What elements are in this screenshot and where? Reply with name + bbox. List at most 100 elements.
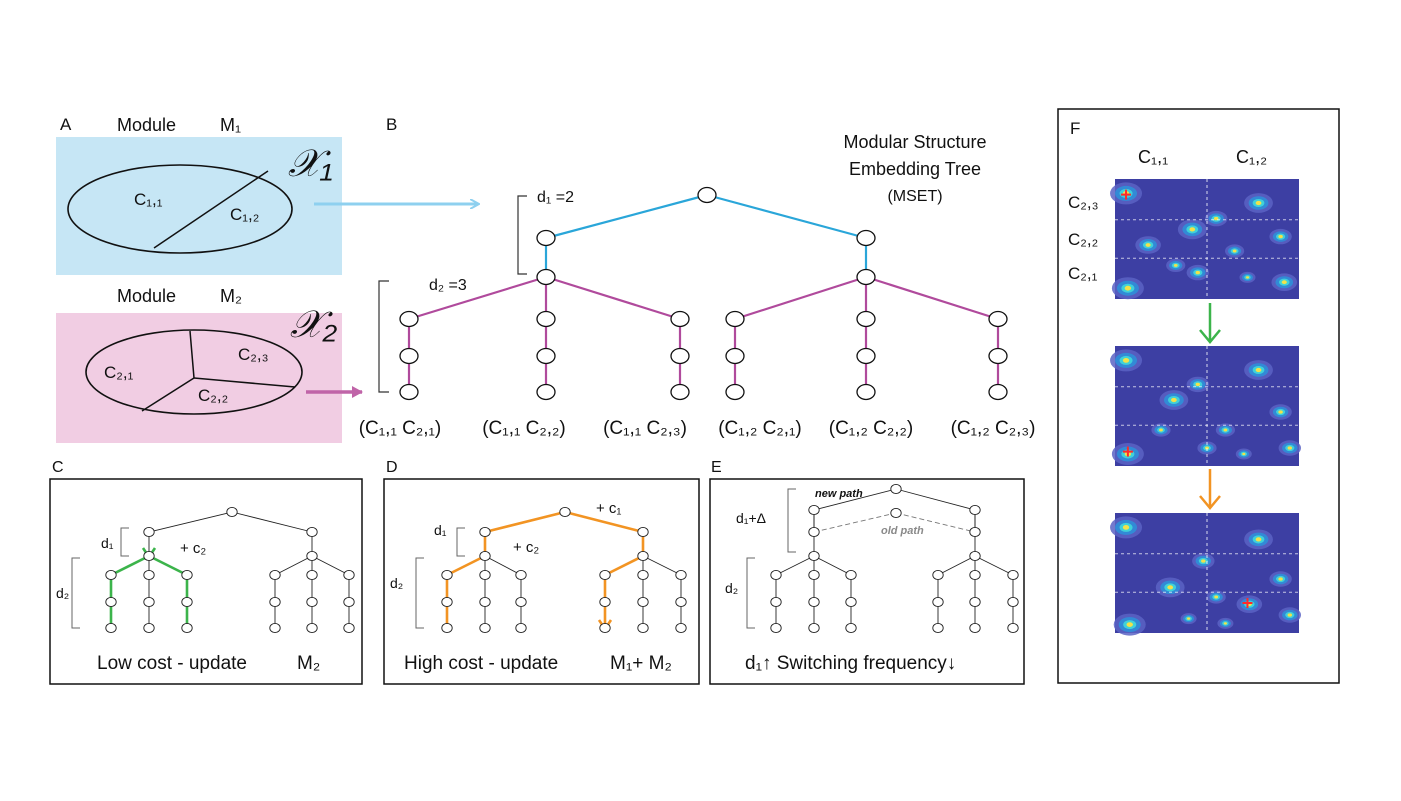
tree-node [845,622,857,634]
panel-b: B Modular Structure Embedding Tree (MSET… [359,115,1036,439]
tree-node [559,506,571,518]
panel-b-letter: B [386,115,397,134]
panel-d-cost1: + c₁ [596,500,622,517]
heatmap-blob [1287,446,1293,450]
heatmap [1110,513,1302,636]
tree-edge [642,555,682,576]
x1-symbol: 𝒳₁ [288,143,333,185]
old-path-edge [895,512,976,533]
mset-edge-m2 [545,275,681,321]
mset-node [536,383,556,401]
mset-node [856,310,876,328]
orange-arrowhead [1199,495,1221,510]
heatmap-blob [1223,622,1227,625]
tree-node [181,596,193,608]
tree-node [808,504,820,516]
mset-edge-m2 [408,275,547,321]
heatmap-blob [1214,595,1219,599]
row-label-c21: C₂,₁ [1068,264,1098,283]
leaf-label-4: (C₁,₂ C₂,₁) [718,418,802,439]
tree-edge [974,555,1014,576]
tree-node [479,622,491,634]
tree-node [808,526,820,538]
tree-node [845,596,857,608]
panel-c-box [49,478,363,685]
heatmap-blob [1245,276,1250,279]
heatmap-blob [1167,585,1174,590]
panel-c-d1-bracket [120,527,129,557]
tree-node [306,569,318,581]
mset-node [399,383,419,401]
d2-label: d₂ =3 [429,277,467,294]
tree-node [932,569,944,581]
tree-node [969,569,981,581]
heatmap-blob [1278,234,1283,239]
d2-bracket [378,280,389,393]
tree-edge [937,555,976,576]
c23-label: C₂,₃ [238,345,269,364]
heatmap-blob [1195,270,1201,275]
green-arrowhead [1199,329,1221,344]
tree-node [599,569,611,581]
panel-d-box [383,478,700,685]
mset-node [536,310,556,328]
tree-node [269,622,281,634]
mset-edge-m2 [865,275,999,321]
panel-d-cost2: + c₂ [513,539,539,556]
tree-node [1007,596,1019,608]
panel-d-d2-bracket [415,557,424,629]
heatmaps [1110,179,1302,636]
module2-ellipse [85,329,303,415]
panel-f: F C₁,₁ C₁,₂ C₂,₃ C₂,₂ C₂,₁ [1057,108,1340,684]
mset-title-line2: Embedding Tree [849,159,981,179]
tree-node [890,483,902,495]
mset-edge-m2 [734,275,867,321]
panel-d-letter: D [386,459,398,476]
heatmap-blob [1223,428,1228,432]
heatmap-blob [1281,280,1287,285]
tree-node [181,622,193,634]
mset-node [670,347,690,365]
tree-node [845,569,857,581]
heatmap-blob [1278,577,1283,581]
panel-d-caption: High cost - update [404,653,558,674]
heatmap-blob [1201,559,1206,563]
tree-node [441,622,453,634]
mset-node [988,310,1008,328]
panel-d-tree [441,506,687,634]
module1-divider [153,170,269,249]
panel-c-d2: d₂ [56,585,69,601]
tree-node [306,550,318,562]
tree-node [599,596,611,608]
tree-edge [274,555,313,576]
mset-node [856,347,876,365]
tree-node [479,526,491,538]
mset-node [856,383,876,401]
panel-f-letter: F [1070,119,1080,138]
tree-node [675,569,687,581]
mset-node [399,347,419,365]
tree-node [306,622,318,634]
tree-node [515,596,527,608]
panel-e-d1: d₁+Δ [736,510,766,526]
mset-node [536,229,556,247]
mset-title-line3: (MSET) [887,188,942,205]
mset-node [670,383,690,401]
tree-edge [775,555,815,576]
mset-node [399,310,419,328]
module1-label: Module [117,115,176,135]
heatmap-blob [1122,525,1130,530]
panel-e-caption: d₁↑ Switching frequency↓ [745,653,956,674]
tree-node [808,596,820,608]
new-path-label: new path [815,488,863,500]
mset-node [536,268,556,286]
tree-node [969,622,981,634]
tree-node [1007,622,1019,634]
tree-node [637,622,649,634]
x2-symbol: 𝒳₂ [290,304,338,346]
tree-node [441,596,453,608]
highlight-path [148,554,189,628]
module1-ellipse [67,164,293,254]
leaf-label-6: (C₁,₂ C₂,₃) [951,418,1036,439]
